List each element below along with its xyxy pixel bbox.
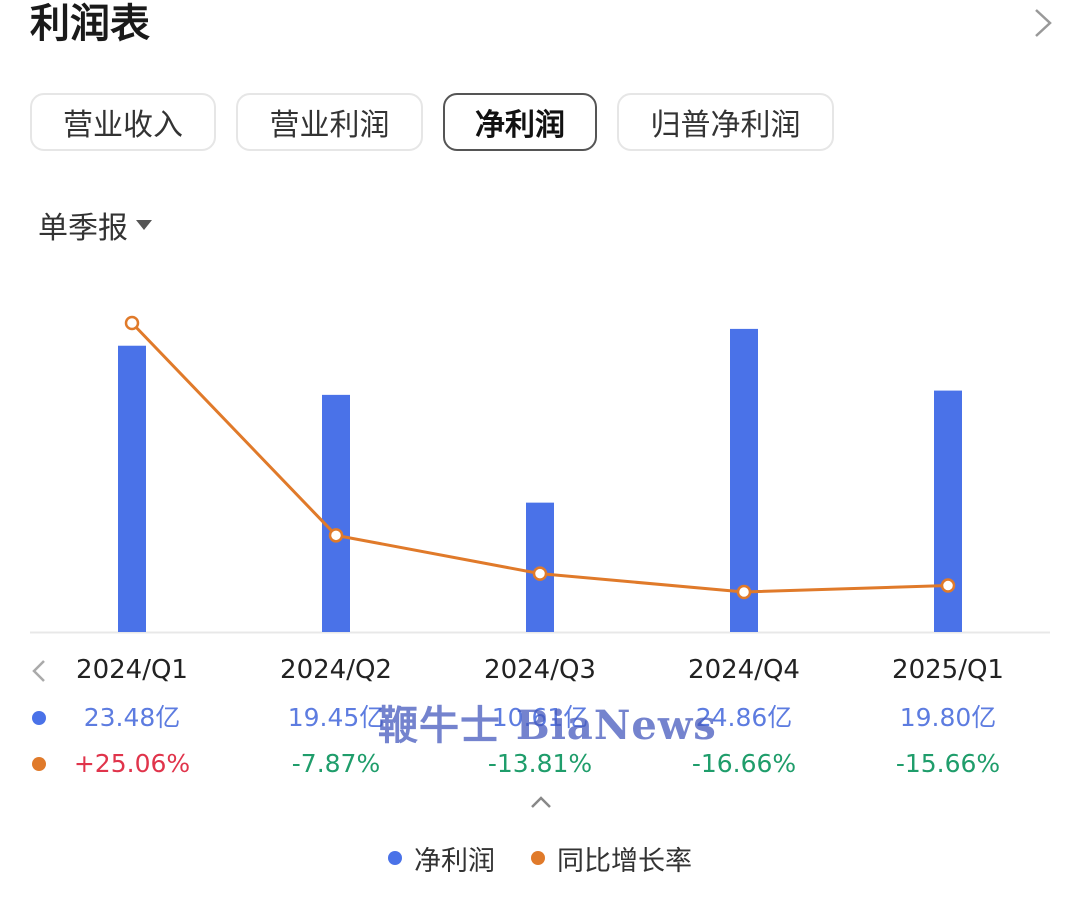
tab-operating-profit[interactable]: 营业利润 — [236, 93, 423, 151]
yoy-growth-point[interactable] — [940, 578, 956, 593]
category-label: 2024/Q4 — [688, 655, 800, 685]
legend-item-yoy-growth[interactable]: 同比增长率 — [531, 839, 692, 878]
yoy-growth-value: -13.81% — [487, 749, 593, 778]
yoy-growth-point[interactable] — [532, 566, 548, 581]
category-label: 2025/Q1 — [892, 655, 1004, 685]
net-profit-value: 23.48亿 — [83, 703, 181, 732]
yoy-growth-point[interactable] — [736, 584, 752, 600]
category-label: 2024/Q3 — [484, 655, 596, 685]
net-profit-bar[interactable] — [118, 345, 146, 632]
yoy-growth-point[interactable] — [328, 528, 344, 543]
period-selector[interactable]: 单季报 — [38, 200, 152, 250]
period-label: 单季报 — [38, 211, 128, 246]
tab-revenue[interactable]: 营业收入 — [30, 93, 216, 151]
legend-label: 净利润 — [414, 845, 495, 877]
net-profit-chart — [30, 315, 1050, 634]
yoy-growth-point[interactable] — [124, 315, 140, 331]
net-profit-value: 19.45亿 — [287, 703, 385, 732]
net-profit-bar[interactable] — [934, 390, 962, 632]
yoy-growth-value: -16.66% — [691, 749, 797, 778]
legend-dot — [531, 851, 545, 865]
page-title: 利润表 — [30, 1, 150, 47]
net-profit-value: 10.61亿 — [491, 703, 589, 732]
chevron-right-icon[interactable] — [1026, 6, 1060, 40]
yoy-growth-row: +25.06% -7.87% -13.81% -16.66% -15.66% — [0, 742, 1080, 786]
watermark: 鞭牛士 BiaNews — [378, 702, 717, 749]
legend-label: 同比增长率 — [557, 845, 692, 877]
net-profit-value: 19.80亿 — [899, 703, 997, 732]
yoy-growth-value: +25.06% — [73, 749, 191, 778]
tab-attributable-net-profit[interactable]: 归普净利润 — [617, 93, 834, 151]
yoy-growth-value: -7.87% — [291, 749, 381, 778]
net-profit-bar[interactable] — [730, 328, 758, 632]
yoy-growth-dot — [32, 757, 46, 771]
category-label: 2024/Q2 — [280, 655, 392, 685]
chevron-left-icon[interactable] — [28, 658, 50, 684]
caret-down-icon — [136, 220, 152, 230]
category-label: 2024/Q1 — [76, 655, 188, 685]
table-header-row: 2024/Q1 2024/Q2 2024/Q3 2024/Q4 2025/Q1 — [0, 648, 1080, 692]
chart-legend: 净利润 同比增长率 — [0, 838, 1080, 878]
legend-item-net-profit[interactable]: 净利润 — [388, 839, 495, 878]
tab-net-profit[interactable]: 净利润 — [443, 93, 597, 151]
chevron-up-icon[interactable] — [528, 792, 554, 812]
net-profit-dot — [32, 711, 46, 725]
net-profit-bar[interactable] — [322, 394, 350, 632]
yoy-growth-value: -15.66% — [895, 749, 1001, 778]
net-profit-row: 23.48亿 19.45亿 10.61亿 24.86亿 19.80亿 — [0, 696, 1080, 740]
net-profit-value: 24.86亿 — [695, 703, 793, 732]
legend-dot — [388, 851, 402, 865]
